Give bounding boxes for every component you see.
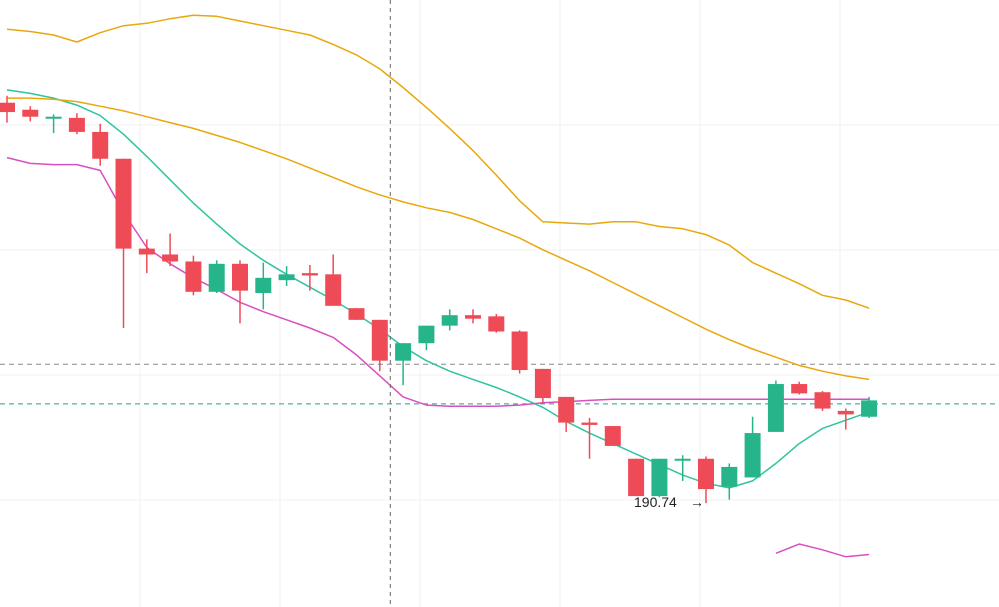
candle-body-down bbox=[0, 102, 15, 113]
candle bbox=[767, 380, 784, 432]
candle-body-down bbox=[22, 109, 39, 117]
candle-body-down bbox=[138, 248, 155, 255]
candle bbox=[837, 408, 854, 430]
candle bbox=[791, 381, 808, 395]
candle bbox=[208, 260, 225, 293]
candle bbox=[325, 254, 342, 306]
candle-body-down bbox=[325, 274, 342, 306]
candle bbox=[138, 239, 155, 274]
candle-body-down bbox=[465, 315, 481, 319]
candle-body-up bbox=[278, 274, 295, 281]
candle-body-up bbox=[651, 458, 668, 497]
candle bbox=[628, 458, 645, 497]
candle-body-down bbox=[371, 319, 388, 361]
candle bbox=[441, 309, 458, 331]
candles bbox=[0, 95, 878, 504]
candle bbox=[115, 158, 132, 329]
candle-body-down bbox=[511, 331, 528, 371]
candle-body-down bbox=[92, 131, 109, 159]
candle-body-down bbox=[68, 117, 85, 132]
candle bbox=[861, 396, 878, 418]
candle bbox=[395, 343, 412, 386]
candle-body-down bbox=[558, 396, 575, 423]
candle bbox=[92, 123, 109, 166]
reference-lines bbox=[0, 363, 999, 405]
candle bbox=[232, 260, 248, 324]
series-bollinger_lower-lower-pane bbox=[775, 543, 870, 558]
candle-body-down bbox=[185, 261, 202, 292]
candle-body-down bbox=[604, 426, 621, 446]
series-bollinger_lower bbox=[6, 156, 870, 407]
candle bbox=[418, 325, 435, 351]
candle-body-down bbox=[791, 384, 808, 394]
candle-body-up bbox=[767, 384, 784, 432]
candle bbox=[674, 455, 691, 481]
candle bbox=[651, 458, 668, 498]
candle-body-down bbox=[581, 422, 598, 425]
candle bbox=[465, 309, 481, 324]
candle-body-down bbox=[488, 316, 505, 332]
annotations: 190.74 → bbox=[634, 494, 704, 510]
candle bbox=[68, 113, 85, 135]
low-price-arrow: → bbox=[690, 494, 704, 510]
candle bbox=[185, 255, 202, 296]
candle-body-down bbox=[814, 392, 831, 409]
candle bbox=[301, 264, 318, 291]
candle bbox=[45, 114, 62, 134]
candle-body-up bbox=[418, 325, 435, 344]
candle-body-down bbox=[837, 410, 854, 415]
series-bollinger_upper bbox=[6, 14, 870, 309]
candle bbox=[534, 368, 551, 403]
candle bbox=[604, 426, 621, 446]
candle-body-up bbox=[674, 458, 691, 461]
candle bbox=[371, 319, 388, 372]
candle-body-up bbox=[255, 277, 272, 293]
candle-body-up bbox=[744, 433, 761, 478]
candle bbox=[0, 95, 15, 123]
candle-body-down bbox=[301, 273, 318, 276]
series-ma_fast bbox=[6, 89, 870, 489]
candle-body-up bbox=[721, 466, 738, 487]
low-price-label: 190.74 bbox=[634, 494, 677, 510]
candle bbox=[581, 417, 598, 459]
series-ma_slow bbox=[7, 97, 870, 381]
candle bbox=[22, 106, 39, 122]
candle bbox=[488, 314, 505, 333]
candle-body-up bbox=[395, 343, 412, 361]
candle bbox=[278, 266, 295, 286]
candle-body-down bbox=[162, 254, 179, 262]
candle bbox=[255, 262, 272, 310]
candle-body-down bbox=[115, 158, 132, 249]
candle-body-down bbox=[534, 368, 551, 399]
candle-body-down bbox=[348, 308, 365, 320]
candle bbox=[744, 416, 761, 478]
candle bbox=[814, 391, 831, 411]
candle-body-up bbox=[208, 263, 225, 292]
candle bbox=[511, 330, 528, 374]
candle-body-down bbox=[698, 458, 714, 490]
candle bbox=[558, 396, 575, 432]
indicator-lines bbox=[6, 14, 870, 558]
candle bbox=[698, 456, 714, 504]
candle-body-up bbox=[441, 315, 458, 326]
candle bbox=[162, 233, 179, 267]
candle bbox=[721, 463, 738, 500]
candle bbox=[348, 308, 365, 320]
candle-body-up bbox=[45, 116, 62, 119]
candle-body-down bbox=[232, 263, 248, 291]
candle-body-up bbox=[861, 400, 878, 417]
candle-body-down bbox=[628, 458, 645, 497]
